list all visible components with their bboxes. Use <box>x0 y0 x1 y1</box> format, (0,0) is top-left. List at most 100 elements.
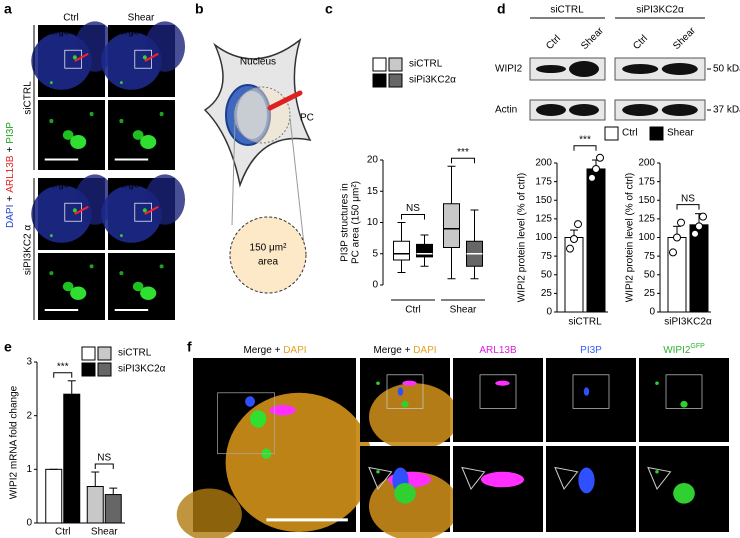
data-point <box>673 233 681 242</box>
y-axis-label: WIPI2 protein level (% of ctrl) <box>625 173 636 302</box>
micrograph <box>38 253 105 320</box>
blob <box>62 281 74 292</box>
blob <box>394 482 416 504</box>
blob <box>70 135 87 149</box>
blob <box>140 286 157 300</box>
legend-label: siCTRL <box>118 348 152 359</box>
significance: *** <box>579 134 591 145</box>
band <box>536 104 566 116</box>
legend-swatch <box>81 346 96 361</box>
y-tick-label: 1 <box>26 464 32 475</box>
micrograph <box>546 446 636 532</box>
stain-part: + <box>5 147 16 153</box>
blob <box>176 488 242 538</box>
y-tick-label: 15 <box>367 186 379 197</box>
y-tick-label: 0 <box>649 307 655 318</box>
sig-bracket <box>94 463 114 470</box>
panel-label: b <box>195 1 204 17</box>
micrograph <box>101 174 186 250</box>
blob <box>89 111 94 117</box>
blob <box>89 264 94 269</box>
inset-box <box>134 202 152 222</box>
cilium <box>74 52 89 62</box>
y-tick-label: 20 <box>367 155 379 166</box>
legend-swatch <box>97 346 112 361</box>
y-tick-label: 100 <box>535 232 552 243</box>
bar <box>104 494 122 524</box>
band <box>622 104 659 116</box>
y-tick-label: 5 <box>372 248 378 259</box>
blob <box>62 130 74 140</box>
band <box>569 104 599 116</box>
band <box>661 104 698 116</box>
micrograph <box>453 446 543 532</box>
inset-box <box>386 374 424 409</box>
blob <box>655 381 659 385</box>
x-tick-label: Ctrl <box>55 527 71 538</box>
blob <box>132 130 144 140</box>
band <box>536 65 566 73</box>
blob <box>269 404 296 416</box>
y-tick-label: 3 <box>26 357 32 368</box>
data-point <box>570 234 578 243</box>
cilium <box>144 205 159 215</box>
panel-label: e <box>4 339 12 355</box>
lane-label: Ctrl <box>631 33 650 52</box>
legend-swatch <box>97 362 112 377</box>
image-bg <box>453 358 543 442</box>
y-tick-label: 0 <box>546 307 552 318</box>
row-label: siPI3KC2 α <box>23 225 34 275</box>
image-label: PI3P <box>41 255 63 266</box>
column-label: Shear <box>128 13 155 24</box>
blob <box>578 467 595 494</box>
image-label: Merge <box>41 180 70 191</box>
bar <box>45 468 63 524</box>
y-tick-label: 175 <box>535 176 552 187</box>
blob <box>480 471 525 488</box>
inset-box <box>572 374 610 409</box>
y-tick-label: 100 <box>638 232 655 243</box>
image-label: PI3P <box>111 102 133 113</box>
blob <box>49 271 54 276</box>
x-tick-label: Ctrl <box>405 305 421 316</box>
bar <box>63 393 81 524</box>
blob <box>369 383 459 451</box>
band <box>569 61 599 77</box>
blob <box>142 208 147 213</box>
inset-box <box>479 374 517 409</box>
blob <box>120 234 123 238</box>
lane-label: Shear <box>579 25 606 52</box>
legend-swatch <box>372 73 387 88</box>
box <box>416 243 433 258</box>
blob <box>72 55 77 60</box>
data-point <box>695 222 703 231</box>
legend-label: Ctrl <box>622 128 638 139</box>
data-point <box>592 164 600 173</box>
y-tick-label: 0 <box>26 518 32 529</box>
data-point <box>677 218 685 227</box>
blob <box>49 118 54 124</box>
inset-box <box>64 49 82 69</box>
bar <box>667 237 687 313</box>
micrograph <box>101 21 186 97</box>
legend-label: Shear <box>667 128 694 139</box>
blob <box>673 482 695 504</box>
inset-box <box>134 49 152 69</box>
zoom-line <box>289 117 305 246</box>
significance: *** <box>57 361 69 372</box>
significance: *** <box>457 147 469 158</box>
blob <box>132 281 144 292</box>
micrograph <box>108 100 175 170</box>
y-axis-label: WIPI2 protein level (% of ctrl) <box>517 173 528 302</box>
micrograph <box>639 446 729 532</box>
arrowhead <box>461 466 486 490</box>
band <box>622 64 659 74</box>
blob <box>369 471 459 538</box>
x-tick-label: siPI3KC2α <box>664 317 712 328</box>
legend-label: siPI3KC2α <box>118 364 166 375</box>
y-tick-label: 50 <box>541 269 553 280</box>
data-point <box>699 212 707 221</box>
blob <box>225 392 373 532</box>
blob <box>397 387 404 396</box>
image-label: PI3P <box>41 102 63 113</box>
